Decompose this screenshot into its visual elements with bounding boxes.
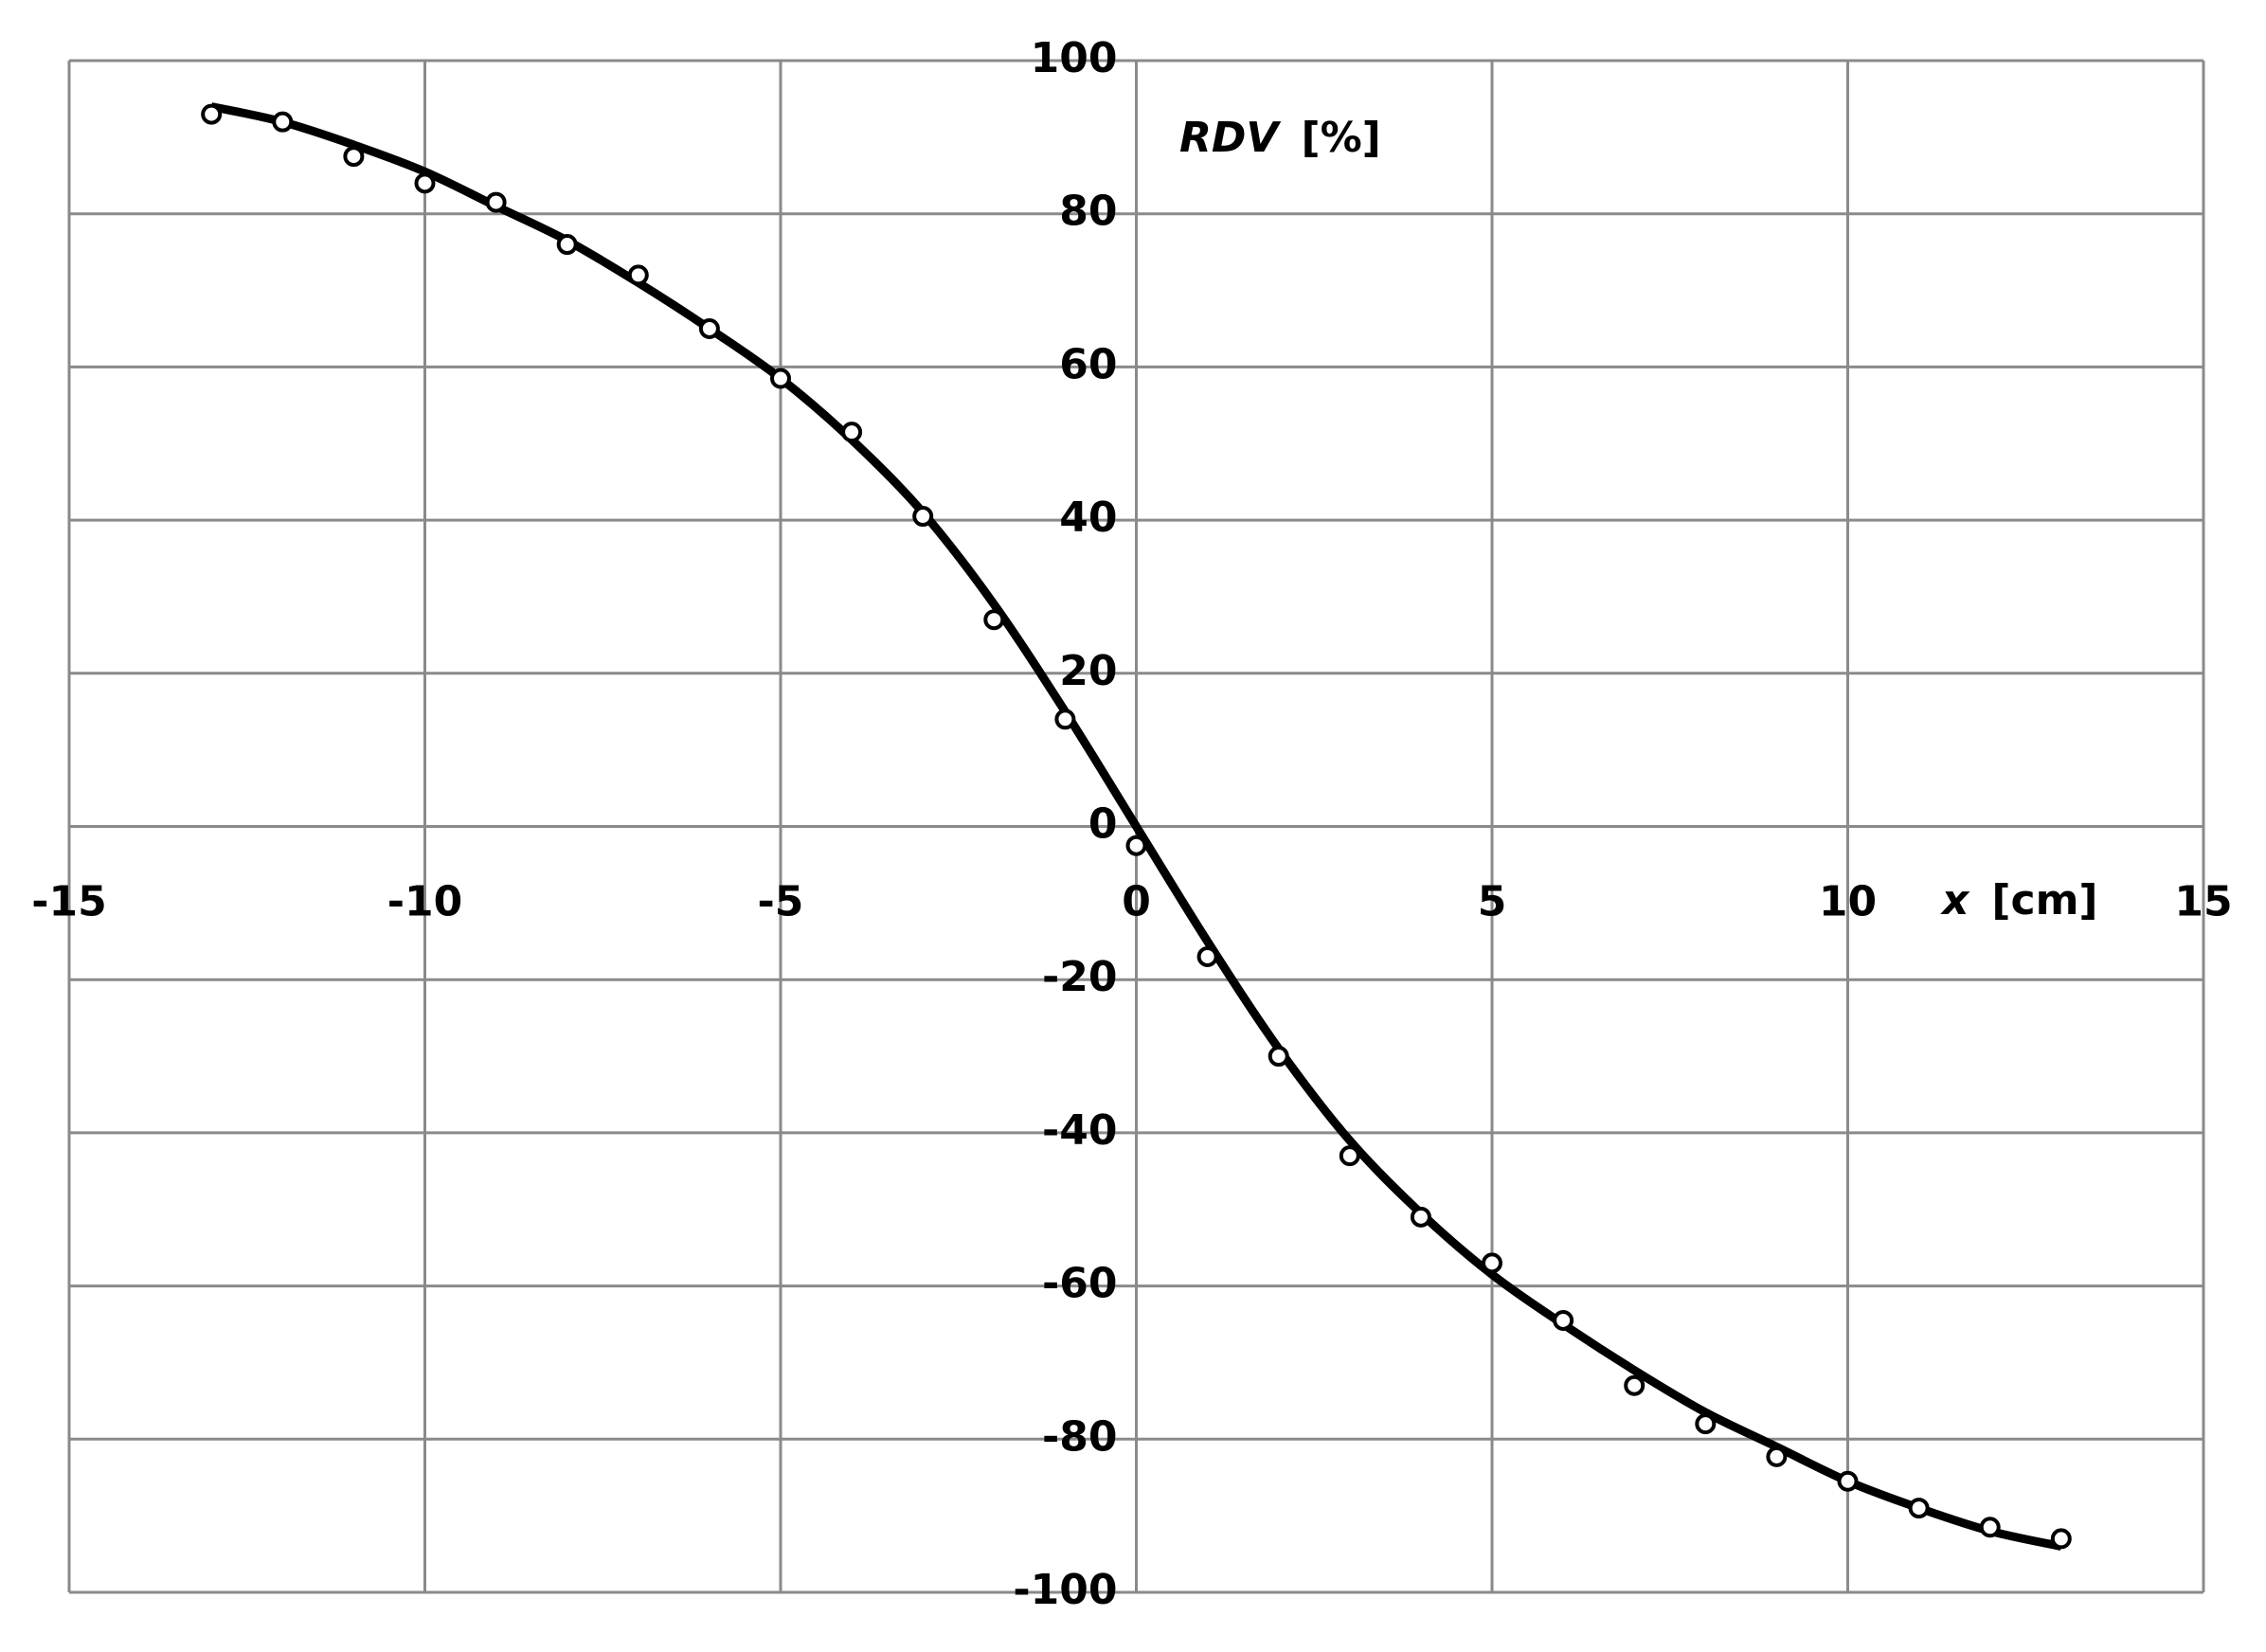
x-label-unit: [cm] [1991, 876, 2097, 925]
data-point [1553, 1309, 1574, 1331]
data-point [841, 422, 863, 443]
data-point [1125, 835, 1147, 856]
x-tick-label: 5 [1478, 878, 1507, 926]
data-point [1979, 1517, 2001, 1538]
y-tick-label: 0 [1088, 800, 1118, 849]
y-tick-label: -100 [1013, 1566, 1117, 1614]
data-point [1339, 1145, 1360, 1167]
y-tick-label: -80 [1042, 1412, 1118, 1461]
data-point [627, 264, 649, 286]
x-axis-label: x [cm] [1940, 876, 2098, 925]
data-point [1410, 1206, 1431, 1228]
data-point [485, 191, 507, 213]
data-point [1482, 1252, 1502, 1274]
data-point [1624, 1374, 1646, 1396]
y-label-unit: [%] [1301, 114, 1380, 162]
x-tick-label: 15 [2174, 878, 2232, 926]
data-point [2050, 1528, 2072, 1550]
y-tick-label: 60 [1059, 340, 1117, 388]
y-label-var: RDV [1179, 114, 1281, 162]
data-point [1908, 1498, 1930, 1519]
data-point [272, 111, 294, 133]
x-tick-label: 10 [1819, 878, 1877, 926]
data-point [1766, 1446, 1788, 1467]
y-tick-label: 40 [1059, 494, 1117, 542]
data-point [201, 103, 223, 125]
data-point [343, 146, 365, 168]
data-point [912, 506, 934, 528]
data-point [556, 234, 578, 256]
y-tick-label: 100 [1031, 34, 1118, 82]
data-point [1695, 1413, 1717, 1435]
data-point [1268, 1046, 1289, 1068]
x-tick-label: -10 [387, 878, 463, 926]
y-tick-label: -60 [1042, 1260, 1118, 1308]
y-axis-label: RDV [%] [1179, 114, 1381, 162]
plot [201, 102, 2072, 1551]
y-tick-label: 80 [1059, 188, 1117, 236]
data-point [414, 172, 436, 194]
x-tick-label: 0 [1122, 878, 1151, 926]
data-point [1837, 1470, 1859, 1492]
x-label-var: x [1940, 876, 1970, 925]
x-tick-label: -15 [31, 878, 107, 926]
y-tick-label: -20 [1042, 953, 1118, 1001]
data-point [698, 317, 720, 339]
data-point [983, 609, 1005, 631]
y-tick-label: 20 [1059, 647, 1117, 695]
data-point [770, 368, 791, 389]
data-point [1196, 945, 1218, 967]
data-point [1054, 709, 1076, 730]
y-tick-label: -40 [1042, 1106, 1118, 1155]
x-tick-label: -5 [758, 878, 804, 926]
fit-line [210, 102, 2062, 1551]
